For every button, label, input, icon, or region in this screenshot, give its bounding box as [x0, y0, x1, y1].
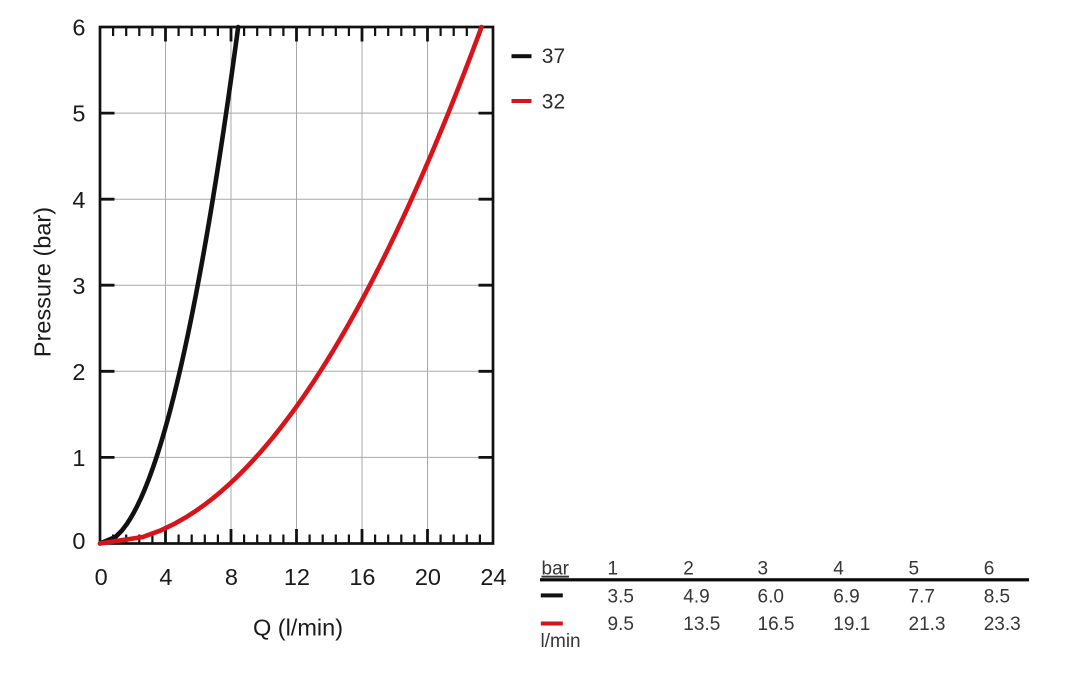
svg-text:3: 3 — [72, 273, 85, 299]
svg-text:6: 6 — [984, 559, 995, 580]
svg-text:16.5: 16.5 — [758, 614, 795, 635]
svg-text:13.5: 13.5 — [683, 614, 720, 635]
svg-text:8: 8 — [225, 564, 238, 590]
svg-text:6.0: 6.0 — [758, 586, 784, 607]
svg-text:6: 6 — [72, 15, 85, 41]
svg-text:3.5: 3.5 — [608, 586, 634, 607]
svg-text:l/min: l/min — [541, 631, 581, 652]
svg-text:7.7: 7.7 — [909, 586, 935, 607]
svg-text:5: 5 — [909, 559, 920, 580]
svg-text:4: 4 — [833, 559, 844, 580]
svg-text:24: 24 — [480, 564, 506, 590]
svg-text:1: 1 — [72, 445, 85, 471]
svg-text:Pressure (bar): Pressure (bar) — [30, 207, 56, 357]
svg-text:20: 20 — [415, 564, 441, 590]
svg-text:19.1: 19.1 — [833, 614, 870, 635]
svg-text:0: 0 — [95, 564, 108, 590]
svg-text:6.9: 6.9 — [833, 586, 859, 607]
svg-text:4.9: 4.9 — [683, 586, 709, 607]
svg-text:5: 5 — [72, 101, 85, 127]
svg-text:4: 4 — [72, 187, 85, 213]
svg-text:Q (l/min): Q (l/min) — [253, 615, 343, 641]
svg-text:3: 3 — [758, 559, 769, 580]
svg-text:4: 4 — [159, 564, 172, 590]
svg-text:32: 32 — [542, 90, 565, 113]
svg-text:bar: bar — [542, 559, 570, 580]
svg-text:8.5: 8.5 — [984, 586, 1010, 607]
svg-text:9.5: 9.5 — [608, 614, 634, 635]
svg-text:12: 12 — [284, 564, 310, 590]
svg-text:0: 0 — [72, 528, 85, 554]
svg-text:1: 1 — [608, 559, 619, 580]
svg-text:2: 2 — [72, 359, 85, 385]
svg-text:2: 2 — [683, 559, 694, 580]
svg-text:16: 16 — [349, 564, 375, 590]
svg-text:21.3: 21.3 — [909, 614, 946, 635]
svg-text:37: 37 — [542, 45, 565, 68]
svg-text:23.3: 23.3 — [984, 614, 1021, 635]
